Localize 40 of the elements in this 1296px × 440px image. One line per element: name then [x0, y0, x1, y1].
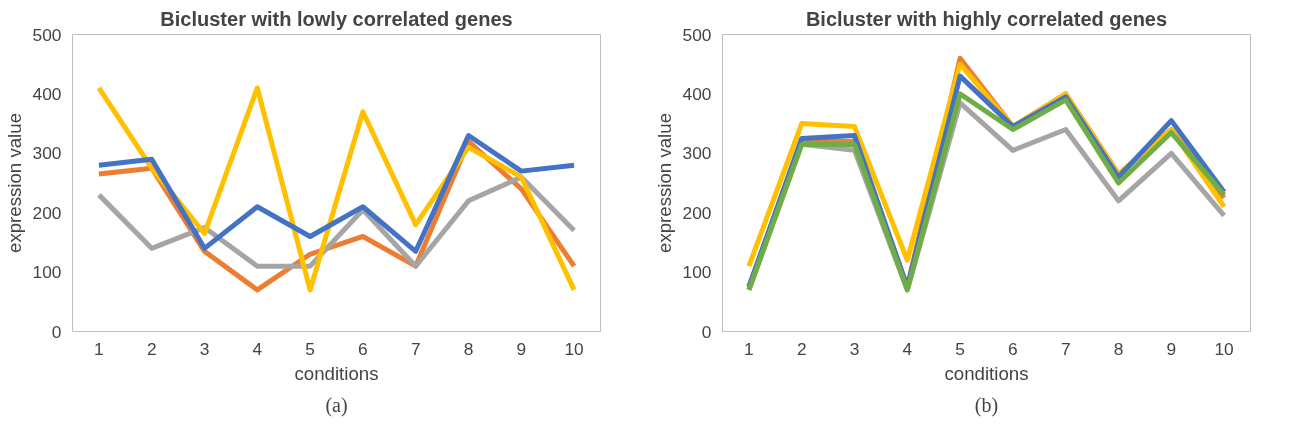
x-tick-label: 1: [94, 338, 104, 359]
x-tick-label: 4: [252, 338, 263, 359]
x-tick-label: 7: [410, 338, 421, 359]
x-tick-label: 5: [305, 338, 315, 359]
x-tick-label: 3: [199, 338, 210, 359]
y-tick-label: 300: [682, 143, 712, 164]
y-axis-title: expression value: [3, 112, 25, 253]
x-tick-label: 2: [146, 338, 157, 359]
x-tick-label: 10: [1214, 338, 1234, 359]
x-tick-label: 9: [1166, 338, 1177, 359]
y-tick-label: 0: [51, 321, 62, 342]
y-axis-title: expression value: [653, 112, 675, 253]
x-tick-label: 4: [902, 338, 913, 359]
x-tick-label: 9: [516, 338, 527, 359]
y-tick-label: 400: [32, 83, 62, 104]
y-tick-label: 300: [32, 143, 62, 164]
chart-title: Bicluster with highly correlated genes: [805, 7, 1168, 30]
x-tick-label: 2: [796, 338, 807, 359]
x-axis-title: conditions: [294, 362, 379, 384]
x-tick-label: 7: [1060, 338, 1071, 359]
x-tick-label: 3: [849, 338, 860, 359]
y-tick-label: 500: [682, 24, 712, 45]
y-tick-label: 100: [682, 262, 712, 283]
x-axis-title: conditions: [944, 362, 1029, 384]
x-tick-label: 6: [358, 338, 368, 359]
x-tick-label: 8: [1113, 338, 1124, 359]
chart-title: Bicluster with lowly correlated genes: [160, 7, 513, 30]
text: (a): [325, 393, 348, 417]
y-tick-label: 200: [32, 202, 62, 223]
x-tick-label: 6: [1008, 338, 1018, 359]
y-tick-label: 400: [682, 83, 712, 104]
y-tick-label: 500: [32, 24, 62, 45]
x-tick-label: 1: [744, 338, 754, 359]
x-tick-label: 10: [564, 338, 584, 359]
y-tick-label: 100: [32, 262, 62, 283]
y-tick-label: 0: [701, 321, 712, 342]
text: (b): [974, 393, 999, 417]
x-tick-label: 5: [955, 338, 965, 359]
x-tick-label: 8: [463, 338, 474, 359]
y-tick-label: 200: [682, 202, 712, 223]
